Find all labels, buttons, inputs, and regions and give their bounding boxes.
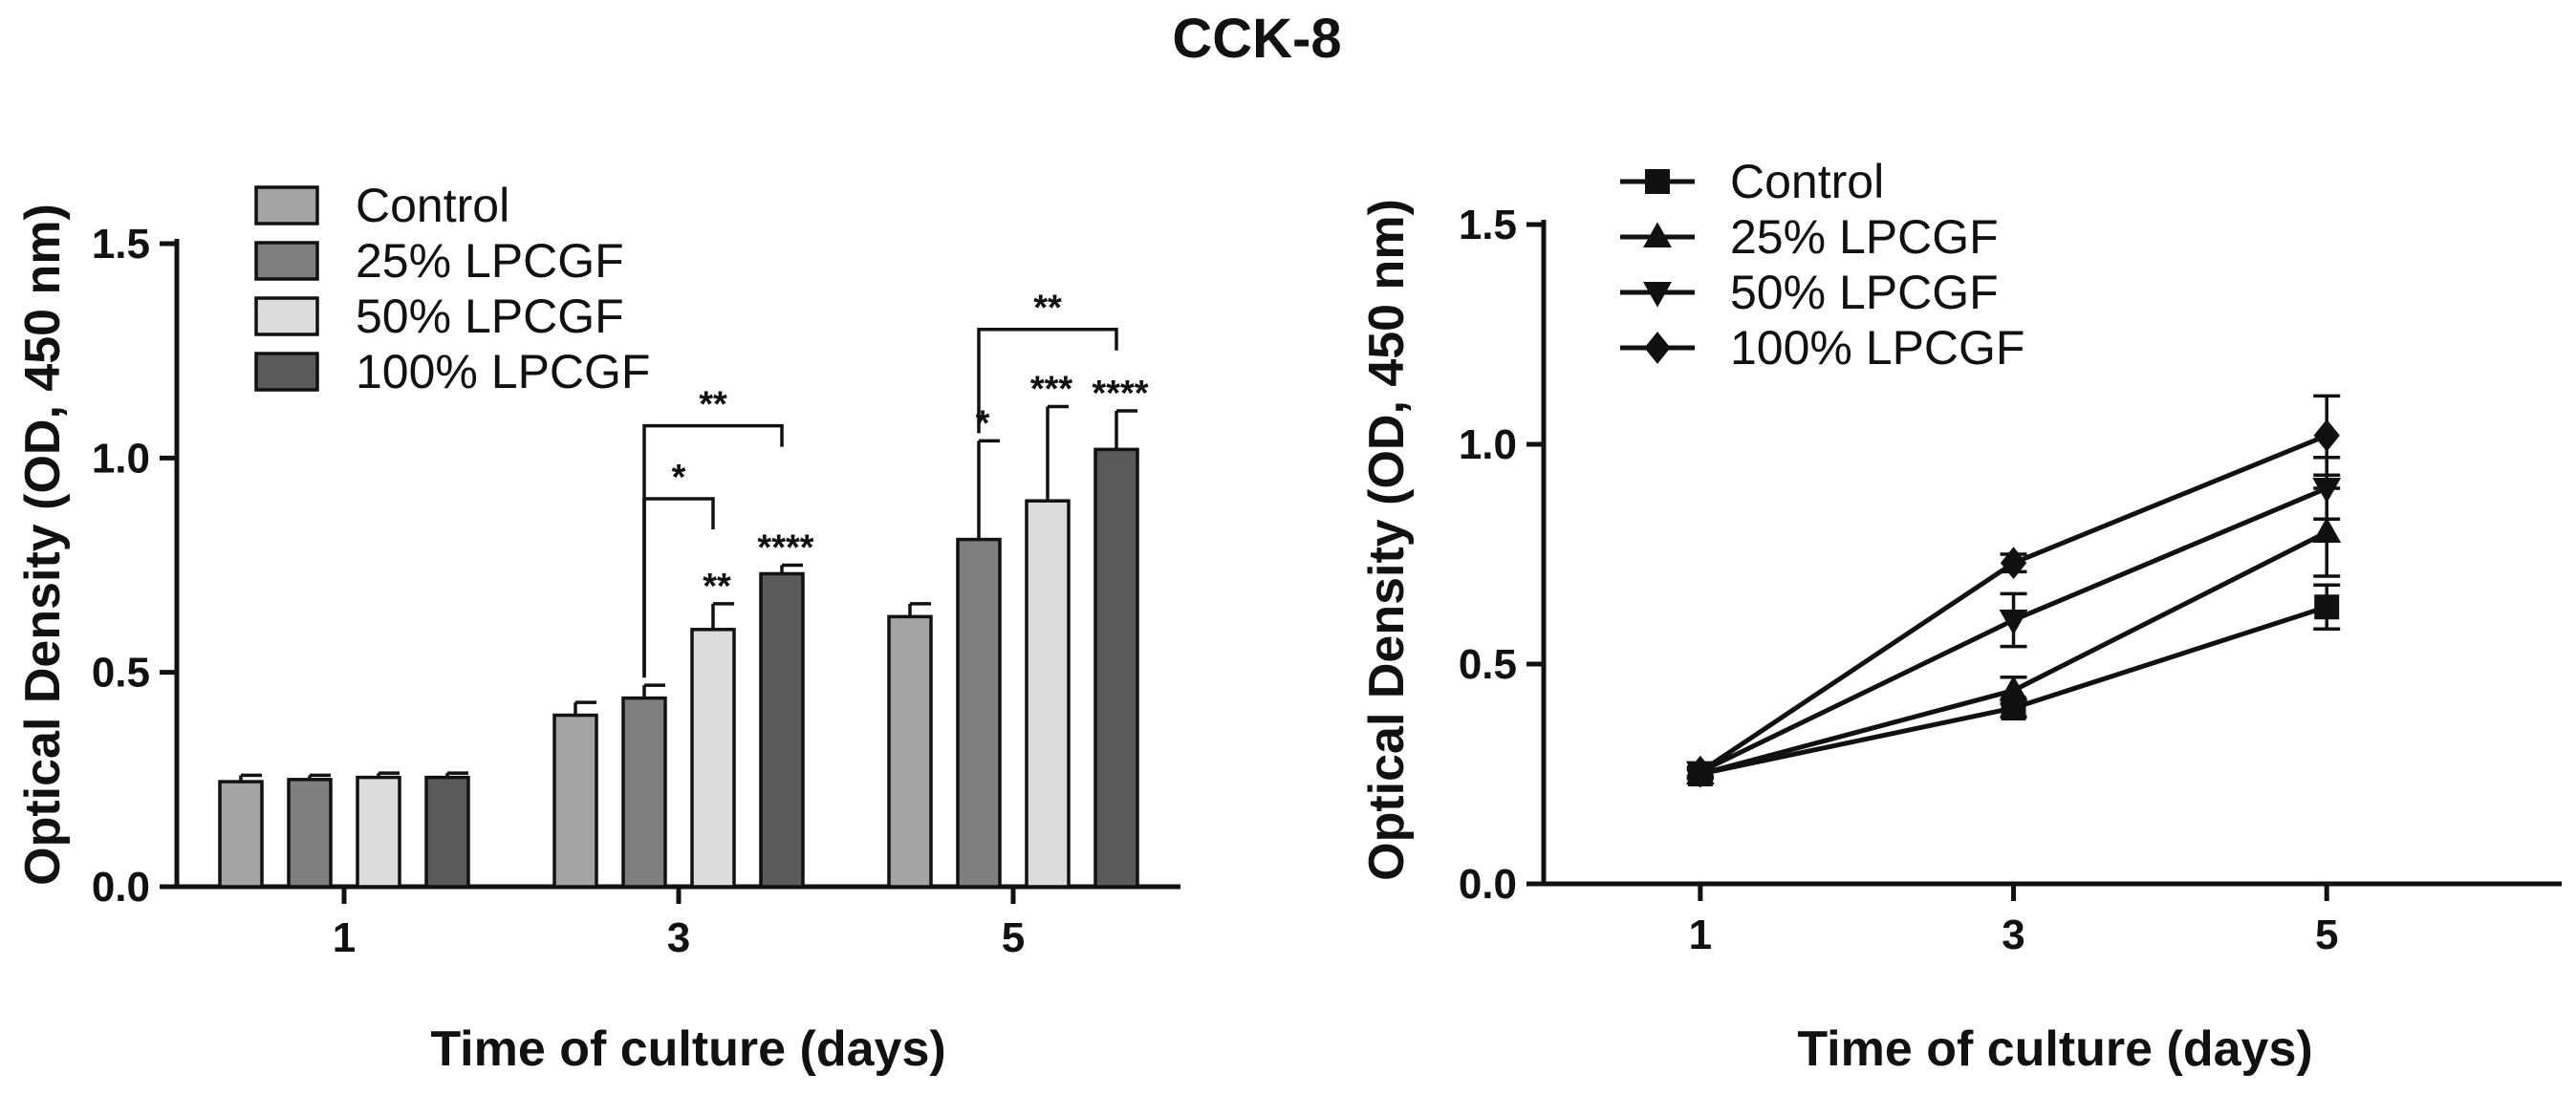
bar: [956, 537, 1002, 889]
line-legend-label: Control: [1730, 155, 1884, 208]
bar-x-tick-label: 1: [333, 914, 356, 961]
line-y-tick-label: 1.0: [1459, 421, 1517, 468]
bar-legend-label: 50% LPCGF: [356, 290, 624, 343]
bar: [356, 775, 401, 889]
significance-label: ****: [1092, 374, 1148, 414]
bar: [621, 696, 667, 889]
bar: [552, 713, 598, 889]
significance-label: ***: [1030, 369, 1073, 409]
line-legend-marker: [1643, 281, 1672, 308]
bar-y-tick-label: 1.0: [92, 435, 150, 482]
line-marker: [2001, 696, 2026, 720]
line-marker: [2000, 547, 2027, 580]
line-legend-label: 50% LPCGF: [1730, 266, 1999, 319]
line-marker: [1999, 676, 2028, 701]
line-legend-label: 100% LPCGF: [1730, 321, 2024, 375]
significance-bracket: [977, 327, 1118, 434]
line-marker: [1999, 609, 2028, 635]
line-marker: [2314, 594, 2340, 620]
line-legend-marker: [1644, 332, 1671, 364]
bar: [1025, 499, 1071, 889]
line-marker: [2312, 517, 2342, 544]
figure-title: CCK-8: [1172, 8, 1341, 70]
bar-legend-swatch: [254, 185, 319, 225]
significance-bracket-label: *: [672, 458, 686, 498]
bar-y-tick-label: 1.5: [92, 221, 150, 268]
significance-bracket-label: **: [1033, 289, 1062, 329]
bar-legend-label: Control: [356, 179, 509, 232]
line-x-tick-label: 1: [1689, 912, 1712, 958]
significance-label: **: [703, 567, 731, 607]
line-y-tick-label: 1.5: [1459, 202, 1517, 248]
bar-x-tick-label: 3: [667, 914, 690, 961]
bar-x-axis-title: Time of culture (days): [430, 1021, 945, 1077]
bar-y-tick-label: 0.5: [92, 650, 150, 697]
bar-x-tick-label: 5: [1002, 914, 1025, 961]
line-marker: [2313, 419, 2340, 452]
significance-bracket-label: **: [699, 385, 727, 425]
bar-y-tick-label: 0.0: [92, 864, 150, 911]
bar: [287, 778, 333, 889]
line-legend-label: 25% LPCGF: [1730, 210, 1999, 264]
bar-legend-label: 25% LPCGF: [356, 234, 624, 288]
bar: [887, 614, 933, 889]
line-x-axis-title: Time of culture (days): [1797, 1021, 2312, 1077]
bar-chart-panel: Optical Density (OD, 450 nm) Time of cul…: [15, 179, 1180, 1077]
bar-legend-swatch: [254, 241, 319, 281]
bar: [759, 571, 805, 889]
line-x-tick-label: 5: [2315, 912, 2338, 958]
line-y-axis-title: Optical Density (OD, 450 nm): [1359, 199, 1415, 881]
line-y-tick-label: 0.5: [1459, 641, 1517, 688]
bar-legend-swatch: [254, 352, 319, 392]
line-marker: [1687, 755, 1714, 788]
line-marker: [2312, 477, 2342, 504]
line-x-tick-label: 3: [2002, 912, 2024, 958]
line-y-tick-label: 0.0: [1459, 861, 1517, 908]
significance-bracket: [642, 423, 784, 678]
bar: [218, 780, 264, 889]
bar-legend-label: 100% LPCGF: [356, 345, 650, 398]
bar: [424, 775, 470, 889]
bar: [1093, 447, 1139, 889]
significance-label: ****: [757, 528, 813, 569]
line-chart-panel: Optical Density (OD, 450 nm) Time of cul…: [1359, 155, 2562, 1077]
bar-legend-swatch: [254, 296, 319, 336]
line-legend-marker: [1645, 169, 1670, 194]
line-legend-marker: [1643, 222, 1672, 248]
bar: [690, 628, 736, 889]
bar-y-axis-title: Optical Density (OD, 450 nm): [15, 204, 71, 886]
